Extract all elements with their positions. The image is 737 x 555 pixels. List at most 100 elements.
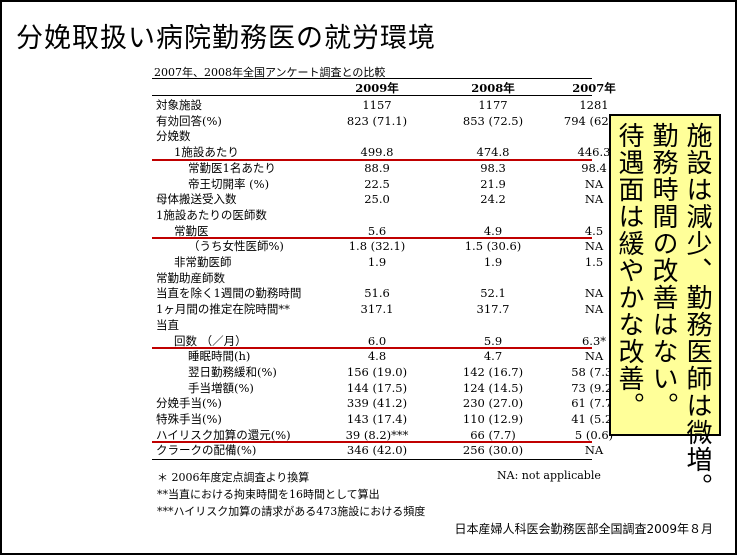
row-value-2: 474.8 <box>476 145 510 160</box>
year-header-2007: 2007年 <box>572 81 616 95</box>
table-row: （うち女性医師%) 1.8 (32.1) 1.5 (30.6) NA <box>152 238 603 254</box>
table-row: 有効回答(%) 823 (71.1) 853 (72.5) 794 (62.0) <box>152 113 624 129</box>
row-value-1: 39 (8.2)*** <box>345 427 409 442</box>
row-value-3: NA <box>584 176 604 191</box>
row-value-1: 4.8 <box>367 349 387 364</box>
callout-line-1: 施設は減少、勤務医師は微増。 <box>682 122 712 500</box>
row-label: 常勤医1名あたり <box>188 160 276 175</box>
row-value-1: 6.0 <box>367 333 387 348</box>
table-row: 1施設あたり 499.8 474.8 446.3 <box>152 144 610 160</box>
note-1: ＊ 2006年度定点調査より換算 <box>157 471 310 484</box>
row-value-3: 61 (7.7) <box>571 396 617 411</box>
table-header-rule <box>152 95 592 96</box>
table-row: 当直を除く1週間の勤務時間 51.6 52.1 NA <box>152 285 603 301</box>
table-row: 分娩手当(%) 339 (41.2) 230 (27.0) 61 (7.7) <box>152 395 617 411</box>
row-value-2: 5.9 <box>483 333 503 348</box>
row-value-2: 24.2 <box>480 192 506 207</box>
row-label: 常勤医 <box>174 223 209 238</box>
callout-line-2: 勤務時間の改善はない。 <box>648 122 678 419</box>
row-value-2: 52.1 <box>480 286 506 301</box>
row-value-1: 25.0 <box>364 192 390 207</box>
row-label: 1施設あたり <box>174 145 239 160</box>
row-value-3: 41 (5.2) <box>571 412 617 426</box>
row-label: 回数 （／月） <box>174 333 247 348</box>
row-value-2: 256 (30.0) <box>462 443 524 458</box>
table-row: 非常勤医師 1.9 1.9 1.5 <box>152 254 603 270</box>
row-label: 分娩手当(%) <box>156 396 222 411</box>
table-row: 睡眠時間(h) 4.8 4.7 NA <box>152 348 603 364</box>
row-value-1: 22.5 <box>364 176 390 191</box>
table-bottom-rule <box>152 459 592 461</box>
red-divider <box>152 237 592 240</box>
table-row: 対象施設 1157 1177 1281 <box>152 97 609 113</box>
row-value-1: 1.8 (32.1) <box>348 239 406 254</box>
table-row: 帝王切開率 (%) 22.5 21.9 NA <box>152 176 603 192</box>
year-header-2008: 2008年 <box>471 81 515 95</box>
row-label: 常勤助産師数 <box>156 270 225 285</box>
table-row: クラークの配備(%) 346 (42.0) 256 (30.0) NA <box>152 442 603 458</box>
table-subtitle: 2007年、2008年全国アンケート調査との比較 <box>154 66 386 79</box>
row-value-1: 339 (41.2) <box>346 396 408 411</box>
row-label: 非常勤医師 <box>174 255 232 269</box>
row-label: 手当増額(%) <box>188 380 254 395</box>
row-value-2: 317.7 <box>476 302 510 317</box>
row-value-1: 823 (71.1) <box>346 113 408 128</box>
row-value-3: NA <box>584 302 604 317</box>
table-row: 常勤医 5.6 4.9 4.5 <box>152 223 603 239</box>
row-label: 1ヶ月間の推定在院時間** <box>156 302 290 317</box>
row-value-2: 66 (7.7) <box>470 427 516 442</box>
row-value-1: 499.8 <box>360 145 394 160</box>
table-row: 翌日勤務緩和(%) 156 (19.0) 142 (16.7) 58 (7.3) <box>152 364 617 380</box>
row-label: （うち女性医師%) <box>188 239 284 254</box>
table-row: 1施設あたりの医師数 <box>152 207 592 223</box>
row-value-2: 124 (14.5) <box>462 380 524 395</box>
row-label: 翌日勤務緩和(%) <box>188 364 277 379</box>
row-label: 1施設あたりの医師数 <box>156 207 267 222</box>
row-value-2: 4.9 <box>483 223 503 238</box>
row-value-3: 5 (0.6) <box>574 427 614 442</box>
row-label: ハイリスク加算の還元(%) <box>156 427 291 442</box>
row-value-1: 156 (19.0) <box>346 364 408 379</box>
row-value-2: 1.9 <box>483 255 503 269</box>
row-label: 当直を除く1週間の勤務時間 <box>156 286 302 301</box>
summary-callout: 施設は減少、勤務医師は微増。 勤務時間の改善はない。 待遇面は緩やかな改善。 <box>609 114 721 500</box>
callout-line-3: 待遇面は緩やかな改善。 <box>614 122 644 419</box>
row-value-2: 98.3 <box>480 160 506 175</box>
row-value-3: NA <box>584 443 604 458</box>
red-divider <box>152 347 592 350</box>
row-label: 特殊手当(%) <box>156 412 222 426</box>
row-value-3: 446.3 <box>577 145 611 160</box>
row-value-3: 98.4 <box>581 160 607 175</box>
source-footer: 日本産婦人科医会勤務医部全国調査2009年８月 <box>454 522 713 536</box>
red-divider <box>152 158 592 161</box>
table-row: 特殊手当(%) 143 (17.4) 110 (12.9) 41 (5.2) <box>152 411 617 427</box>
row-label: 当直 <box>156 317 179 332</box>
row-value-2: 230 (27.0) <box>462 396 524 411</box>
table-row: 常勤医1名あたり 88.9 98.3 98.4 <box>152 160 607 176</box>
table-row: 常勤助産師数 <box>152 270 592 286</box>
row-value-2: 853 (72.5) <box>462 113 524 128</box>
row-value-3: 58 (7.3) <box>571 364 617 379</box>
table-row: 回数 （／月） 6.0 5.9 6.3* <box>152 333 606 349</box>
row-value-3: NA <box>584 192 604 207</box>
row-label: 有効回答(%) <box>156 113 222 128</box>
row-value-2: 4.7 <box>483 349 503 364</box>
table-row: 当直 <box>152 317 592 333</box>
table-row: 1ヶ月間の推定在院時間** 317.1 317.7 NA <box>152 301 603 317</box>
row-value-1: 144 (17.5) <box>346 380 408 395</box>
row-value-2: 1177 <box>478 98 508 112</box>
row-value-3: 73 (9.2) <box>571 380 617 395</box>
table-row: 分娩数 <box>152 128 592 144</box>
row-value-3: NA <box>584 286 604 301</box>
row-value-3: 6.3* <box>581 333 607 348</box>
row-value-3: NA <box>584 349 604 364</box>
row-value-1: 143 (17.4) <box>346 412 408 426</box>
row-value-1: 1.9 <box>367 255 387 269</box>
slide-title: 分娩取扱い病院勤務医の就労環境 <box>16 23 436 54</box>
row-value-1: 88.9 <box>364 160 390 175</box>
year-header-2009: 2009年 <box>355 81 399 95</box>
row-value-3: 1.5 <box>584 255 604 269</box>
row-label: 分娩数 <box>156 129 191 144</box>
table-header-row: 2009年 2008年 2007年 <box>152 80 616 96</box>
